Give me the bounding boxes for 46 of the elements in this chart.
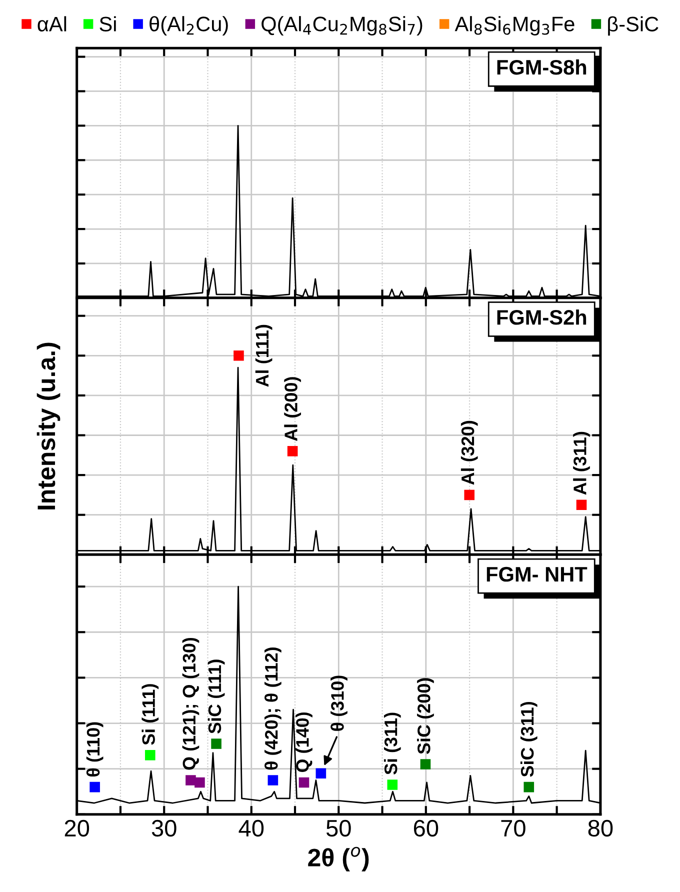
annotation: θ (420); θ (112) xyxy=(264,648,282,770)
annotation: SiC (111) xyxy=(208,660,225,734)
y-axis-title: Intensity (u.a.) xyxy=(36,342,60,510)
annotation: Al (200) xyxy=(284,377,301,441)
point xyxy=(144,750,156,760)
point xyxy=(211,738,222,749)
point xyxy=(298,777,310,788)
point xyxy=(287,446,298,456)
legend-label: θ(Al$_{2}$Cu) xyxy=(150,16,228,36)
x-tick-label: 80 xyxy=(588,820,613,837)
legend-label: Al$_{8}$Si$_{6}$Mg$_{3}$Fe xyxy=(454,16,574,36)
x-tick-label: 20 xyxy=(64,820,90,837)
point xyxy=(420,759,431,770)
x-tick-label: 50 xyxy=(326,820,351,837)
x-tick-label: 60 xyxy=(414,820,438,837)
point xyxy=(90,782,100,792)
annotation: θ (110) xyxy=(86,722,104,777)
x-tick-label: 70 xyxy=(501,820,526,837)
text: Q(Al$_{4}$Cu$_{2}$Mg$_{8}$Si$_{7}$) xyxy=(262,16,422,36)
annotation: Si (111) xyxy=(142,684,159,745)
legend-label: αAl xyxy=(38,16,66,32)
point xyxy=(234,350,244,361)
point xyxy=(194,777,205,788)
annotation: SiC (311) xyxy=(520,702,538,777)
x-tick-label: 30 xyxy=(152,820,176,837)
annotation: Q (121); Q (130) xyxy=(182,638,200,770)
x-tick-label: 40 xyxy=(238,820,264,837)
text: FGM-S8h xyxy=(497,59,586,75)
annotation: Q (140) xyxy=(296,712,312,772)
point xyxy=(387,780,398,790)
legend-label: β-SiC xyxy=(608,16,658,36)
point xyxy=(268,775,278,786)
point xyxy=(576,500,587,510)
point xyxy=(464,490,475,500)
annotation: Al (311) xyxy=(573,432,590,495)
legend-label: Si xyxy=(100,16,116,32)
x-axis-title: 2θ ($^{o}$) xyxy=(308,846,369,872)
point xyxy=(524,782,534,792)
annotation: θ (310) xyxy=(330,676,348,731)
annotation: Si (311) xyxy=(384,712,401,775)
annotation: SiC (200) xyxy=(417,678,434,754)
text: FGM- NHT xyxy=(486,566,588,582)
point xyxy=(316,768,326,779)
annotation: Al (111) xyxy=(255,324,272,387)
text: FGM-S2h xyxy=(497,309,586,325)
annotation: Al (320) xyxy=(460,420,478,485)
